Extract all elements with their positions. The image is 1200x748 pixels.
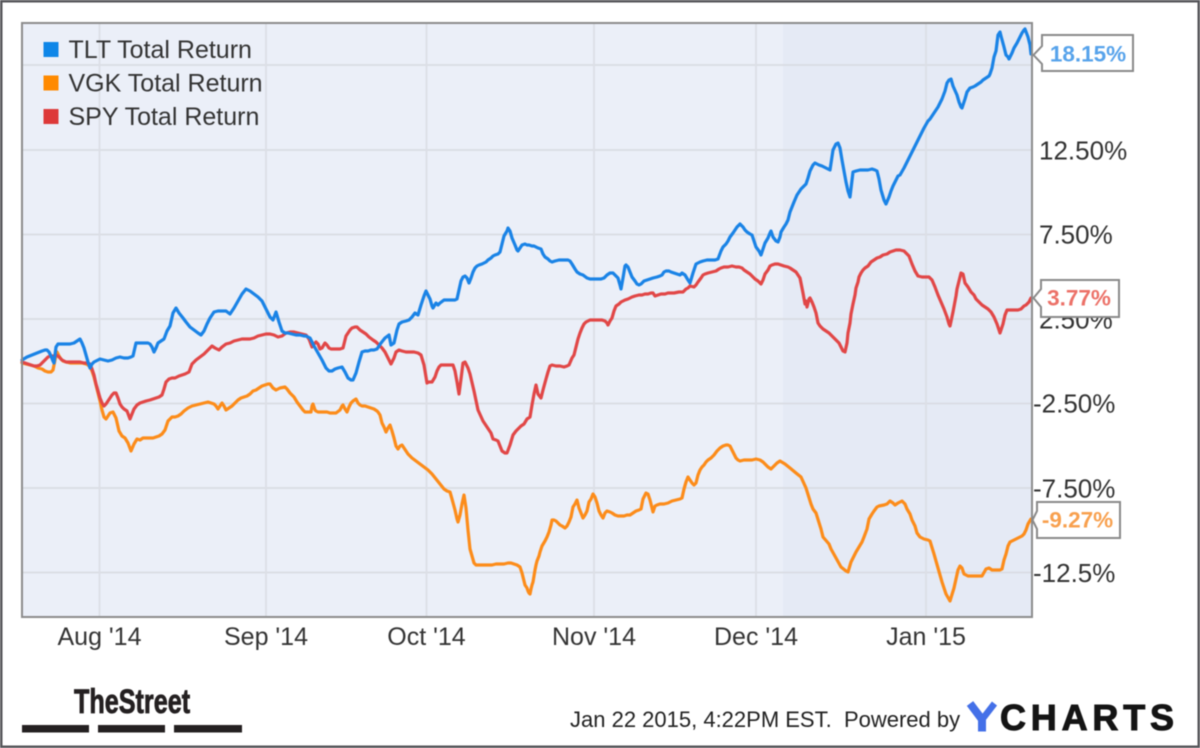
svg-text:-9.27%: -9.27% bbox=[1042, 507, 1113, 532]
svg-text:SPY Total Return: SPY Total Return bbox=[69, 103, 260, 131]
svg-text:3.77%: 3.77% bbox=[1047, 285, 1111, 310]
svg-text:12.50%: 12.50% bbox=[1039, 135, 1127, 165]
svg-text:-7.50%: -7.50% bbox=[1033, 473, 1115, 503]
svg-text:TheStreet: TheStreet bbox=[74, 683, 190, 721]
svg-text:Aug '14: Aug '14 bbox=[57, 623, 141, 651]
svg-text:Jan '15: Jan '15 bbox=[886, 623, 966, 651]
svg-text:TLT Total Return: TLT Total Return bbox=[69, 36, 252, 64]
svg-text:18.15%: 18.15% bbox=[1050, 41, 1126, 66]
svg-text:CHARTS: CHARTS bbox=[1000, 697, 1179, 738]
svg-text:Dec '14: Dec '14 bbox=[714, 623, 798, 651]
svg-text:Jan 22 2015, 4:22PM EST. Powe: Jan 22 2015, 4:22PM EST. Powered by bbox=[570, 707, 960, 732]
svg-text:Nov '14: Nov '14 bbox=[552, 623, 636, 651]
svg-text:Oct '14: Oct '14 bbox=[387, 623, 466, 651]
svg-text:Sep '14: Sep '14 bbox=[224, 623, 308, 651]
svg-text:-12.5%: -12.5% bbox=[1033, 558, 1115, 588]
svg-text:VGK Total Return: VGK Total Return bbox=[69, 70, 263, 98]
svg-text:-2.50%: -2.50% bbox=[1033, 388, 1115, 418]
svg-text:7.50%: 7.50% bbox=[1039, 219, 1113, 249]
